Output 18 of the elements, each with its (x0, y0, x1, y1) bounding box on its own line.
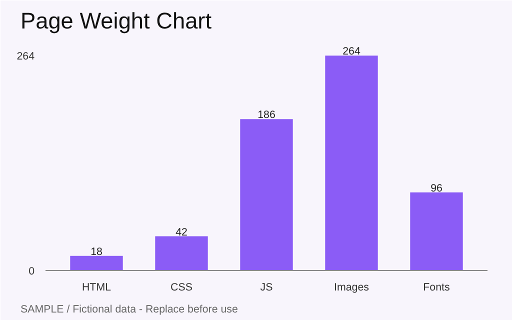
bar (410, 192, 463, 270)
bar (325, 56, 378, 270)
y-tick-label: 0 (28, 266, 35, 278)
data-label: 264 (342, 46, 360, 58)
x-tick-label: Fonts (423, 282, 450, 294)
x-tick-label: Images (334, 282, 369, 294)
x-tick-label: CSS (170, 282, 192, 294)
bar (240, 119, 293, 270)
x-tick-label: JS (260, 282, 273, 294)
data-label: 96 (430, 182, 442, 194)
bar (155, 236, 208, 270)
text: SAMPLE / Fictional data - Replace before use (20, 304, 238, 316)
x-tick-label: HTML (82, 282, 112, 294)
data-label: 42 (176, 226, 188, 238)
chart-title: Page Weight Chart (20, 8, 212, 34)
bar (70, 256, 123, 270)
data-label: 186 (258, 109, 276, 122)
data-label: 18 (90, 246, 102, 258)
